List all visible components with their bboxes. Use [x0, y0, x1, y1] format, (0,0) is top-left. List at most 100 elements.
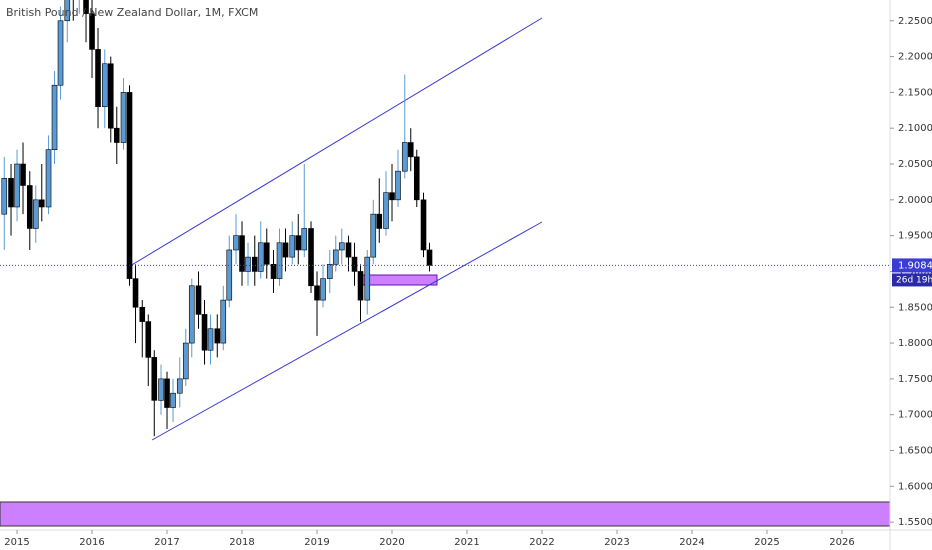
candle-body [164, 378, 170, 408]
candle-body [263, 242, 270, 265]
countdown-label: 26d 19h [896, 275, 932, 285]
candle-body [226, 249, 233, 301]
x-tick-label: 2023 [604, 537, 629, 548]
candle-body [357, 271, 364, 301]
y-tick-label: 2.05000 [898, 159, 932, 170]
candle-body [38, 199, 45, 208]
candle-body [239, 235, 245, 272]
y-tick-label: 1.55000 [898, 517, 932, 528]
candle-body [276, 242, 283, 279]
x-tick-label: 2015 [4, 537, 29, 548]
candle-body [345, 242, 352, 258]
candle-body [320, 278, 326, 301]
candle-body [301, 228, 308, 251]
y-tick-label: 1.75000 [898, 374, 932, 385]
candle-body [201, 314, 208, 351]
price-label: 1.90840 [898, 260, 932, 271]
candle-body [139, 306, 146, 322]
channel-line [151, 221, 543, 441]
x-tick-label: 2021 [454, 537, 479, 548]
candle-body [295, 235, 302, 251]
y-tick-label: 2.15000 [898, 87, 932, 98]
countdown-box [892, 273, 932, 287]
candle-body [101, 63, 108, 108]
candle-body [233, 235, 239, 251]
y-tick-label: 2.25000 [898, 16, 932, 27]
candle-body [8, 178, 14, 208]
candle-body [120, 92, 127, 143]
candle-body [14, 163, 20, 208]
candle-body [326, 263, 333, 279]
candle-body [64, 0, 71, 22]
y-tick-label: 1.60000 [898, 481, 932, 492]
candle-body [45, 149, 52, 208]
candle-body [32, 199, 39, 229]
candle-body [113, 127, 120, 143]
candle-body [270, 263, 277, 279]
x-tick-label: 2017 [154, 537, 179, 548]
candle-body [220, 299, 227, 344]
y-tick-label: 2.00000 [898, 195, 932, 206]
candle-body [89, 13, 95, 50]
candle-body [126, 92, 133, 279]
x-tick-label: 2025 [754, 537, 779, 548]
candle-body [420, 199, 427, 251]
candle-body [214, 328, 221, 344]
y-tick-label: 2.20000 [898, 52, 932, 63]
zone-box [361, 274, 438, 286]
candle-body [401, 142, 408, 172]
x-tick-label: 2026 [829, 537, 854, 548]
candle-body [182, 342, 189, 380]
candle-body [195, 285, 202, 315]
candle-body [314, 285, 320, 301]
candle-body [289, 235, 296, 258]
candle-body [57, 20, 64, 86]
y-tick-label: 1.70000 [898, 410, 932, 421]
candle-body [51, 84, 58, 150]
candle-body [158, 378, 164, 401]
candle-body [338, 242, 345, 251]
candle-body [376, 213, 383, 229]
y-tick-label: 1.95000 [898, 231, 932, 242]
candle-body [188, 285, 195, 344]
candle-body [20, 163, 26, 186]
candle-body [257, 242, 264, 272]
y-tick-label: 1.80000 [898, 338, 932, 349]
candle-body [207, 328, 214, 351]
x-tick-label: 2020 [379, 537, 404, 548]
candle-body [176, 378, 183, 394]
candle-body [26, 185, 33, 229]
candle-body [351, 256, 358, 272]
candle-body [170, 392, 176, 408]
candle-body [407, 142, 414, 158]
x-tick-label: 2018 [229, 537, 254, 548]
candle-body [370, 213, 377, 258]
candle-body [364, 256, 371, 301]
candle-body [308, 228, 314, 287]
candle-body [107, 63, 114, 129]
candle-body [145, 321, 152, 358]
candle-body [282, 242, 289, 258]
y-tick-label: 2.10000 [898, 123, 932, 134]
chart-title: British Pound / New Zealand Dollar, 1M, … [6, 6, 258, 19]
x-tick-label: 2024 [679, 537, 704, 548]
candle-body [251, 256, 258, 272]
candle-body [395, 170, 401, 201]
x-tick-label: 2019 [304, 537, 329, 548]
candle-body [132, 278, 139, 308]
candle-body [426, 249, 433, 266]
y-tick-label: 1.85000 [898, 302, 932, 313]
y-tick-label: 1.65000 [898, 446, 932, 457]
price-label-box [892, 258, 932, 273]
candle-body [83, 0, 89, 14]
candle-body [1, 178, 8, 215]
candles [1, 0, 433, 437]
channel-line [129, 17, 543, 267]
candle-body [95, 49, 101, 108]
candle-body [151, 357, 158, 401]
candle-body [413, 156, 420, 201]
x-tick-label: 2016 [79, 537, 104, 548]
candle-body [332, 249, 339, 265]
x-tick-label: 2022 [529, 537, 554, 548]
